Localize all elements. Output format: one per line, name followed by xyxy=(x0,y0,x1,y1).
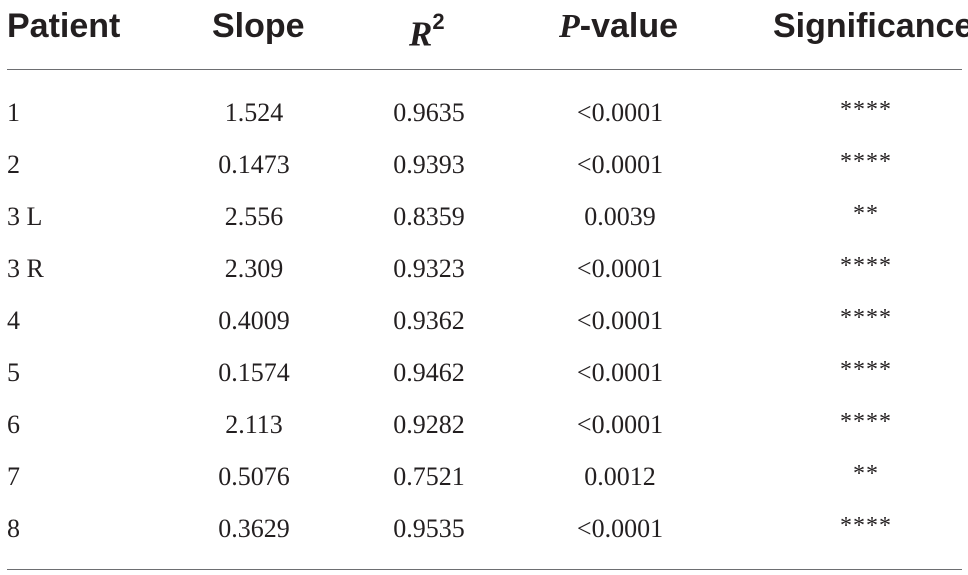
cell-p-value: <0.0001 xyxy=(576,306,664,335)
cell-p-value: <0.0001 xyxy=(576,254,664,283)
cell-slope: 0.1473 xyxy=(218,150,290,179)
cell-p-value: 0.0039 xyxy=(584,202,656,231)
cell-patient: 6 xyxy=(7,410,20,439)
cell-significance: **** xyxy=(840,253,892,279)
cell-p-value: <0.0001 xyxy=(576,410,664,439)
header-p-value-rest: -value xyxy=(579,7,679,45)
cell-p-value: 0.0012 xyxy=(584,462,656,491)
cell-slope: 2.309 xyxy=(224,254,284,283)
cell-significance: **** xyxy=(840,357,892,383)
cell-slope: 2.113 xyxy=(225,410,283,439)
cell-significance: **** xyxy=(840,149,892,175)
table-header-row: Patient Slope R2 P-value Significance xyxy=(0,0,968,54)
cell-slope: 0.1574 xyxy=(218,358,290,387)
cell-patient: 2 xyxy=(7,150,20,179)
table-row: 4 0.4009 0.9362 <0.0001 **** xyxy=(0,296,968,348)
cell-slope: 2.556 xyxy=(224,202,284,231)
table-row: 1 1.524 0.9635 <0.0001 **** xyxy=(0,88,968,140)
cell-r-squared: 0.9362 xyxy=(393,306,465,335)
header-r-squared: R2 xyxy=(409,6,445,55)
table-row: 5 0.1574 0.9462 <0.0001 **** xyxy=(0,348,968,400)
cell-significance: **** xyxy=(840,513,892,539)
cell-p-value: <0.0001 xyxy=(576,98,664,127)
cell-patient: 1 xyxy=(7,98,20,127)
cell-patient: 4 xyxy=(7,306,20,335)
cell-patient: 8 xyxy=(7,514,20,543)
cell-slope: 0.4009 xyxy=(218,306,290,335)
table-row: 8 0.3629 0.9535 <0.0001 **** xyxy=(0,504,968,556)
table-body: 1 1.524 0.9635 <0.0001 **** 2 0.1473 0.9393 <0.0… xyxy=(0,88,968,556)
cell-patient: 7 xyxy=(7,462,20,491)
table-row: 3 L 2.556 0.8359 0.0039 ** xyxy=(0,192,968,244)
cell-p-value: <0.0001 xyxy=(576,150,664,179)
header-p-value-p: P xyxy=(559,8,580,45)
cell-significance: ** xyxy=(853,461,879,487)
cell-r-squared: 0.8359 xyxy=(393,202,465,231)
cell-significance: **** xyxy=(840,97,892,123)
cell-significance: **** xyxy=(840,305,892,331)
cell-r-squared: 0.9535 xyxy=(393,514,465,543)
cell-slope: 1.524 xyxy=(224,98,284,127)
header-slope: Slope xyxy=(212,7,305,45)
table-bottom-rule xyxy=(7,569,962,570)
header-divider xyxy=(7,69,962,70)
cell-r-squared: 0.9282 xyxy=(393,410,465,439)
header-r-squared-base: R xyxy=(409,14,433,54)
cell-patient: 3 L xyxy=(7,202,43,231)
cell-r-squared: 0.9462 xyxy=(393,358,465,387)
cell-patient: 5 xyxy=(7,358,20,387)
cell-r-squared: 0.9323 xyxy=(393,254,465,283)
cell-p-value: <0.0001 xyxy=(576,514,664,543)
table-row: 6 2.113 0.9282 <0.0001 **** xyxy=(0,400,968,452)
header-patient: Patient xyxy=(7,7,121,45)
header-p-value: P-value xyxy=(559,6,678,47)
cell-r-squared: 0.7521 xyxy=(393,462,465,491)
cell-slope: 0.3629 xyxy=(218,514,290,543)
header-r-squared-exponent: 2 xyxy=(432,9,445,34)
cell-r-squared: 0.9393 xyxy=(393,150,465,179)
cell-significance: **** xyxy=(840,409,892,435)
cell-patient: 3 R xyxy=(7,254,44,283)
cell-p-value: <0.0001 xyxy=(576,358,664,387)
cell-r-squared: 0.9635 xyxy=(393,98,465,127)
table-row: 3 R 2.309 0.9323 <0.0001 **** xyxy=(0,244,968,296)
cell-significance: ** xyxy=(853,201,879,227)
header-significance: Significance xyxy=(773,7,968,45)
cell-slope: 0.5076 xyxy=(218,462,290,491)
table-row: 7 0.5076 0.7521 0.0012 ** xyxy=(0,452,968,504)
table-row: 2 0.1473 0.9393 <0.0001 **** xyxy=(0,140,968,192)
